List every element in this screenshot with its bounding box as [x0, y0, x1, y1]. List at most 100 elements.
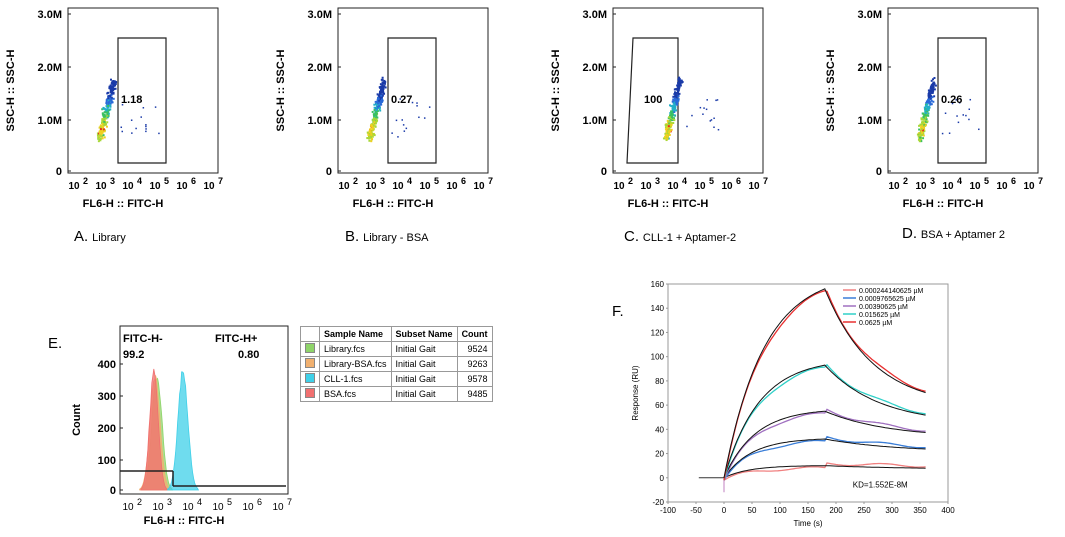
x-tick-label: 400	[941, 506, 955, 515]
gate-percentage: 100	[644, 94, 662, 106]
y-tick-label: 2.0M	[858, 62, 882, 74]
event-dot	[368, 130, 371, 133]
event-dot	[140, 116, 142, 118]
event-dot	[677, 99, 680, 102]
x-tick-exponent: 7	[218, 176, 223, 186]
event-dot	[922, 134, 925, 137]
panel-letter: E.	[48, 335, 62, 352]
event-dot	[366, 131, 369, 134]
event-dot	[106, 103, 109, 106]
event-dot	[158, 132, 160, 135]
event-dot	[104, 123, 107, 126]
y-tick-label: 3.0M	[38, 9, 62, 21]
x-tick-exponent: 3	[655, 176, 660, 186]
kd-annotation: KD=1.552E-8M	[853, 480, 908, 489]
event-dot	[713, 126, 715, 129]
event-dot	[710, 119, 713, 121]
event-dot	[371, 124, 374, 127]
event-dot	[102, 107, 105, 110]
event-dot	[926, 120, 929, 123]
event-dot	[691, 114, 693, 117]
event-dot	[375, 114, 378, 117]
x-tick-base: 10	[149, 181, 161, 192]
event-dot	[670, 117, 673, 120]
event-dot	[925, 112, 928, 115]
event-dot	[142, 107, 145, 109]
event-dot	[379, 100, 382, 103]
y-tick-label: 200	[98, 423, 116, 435]
y-tick-label: 2.0M	[583, 62, 607, 74]
event-dot	[932, 85, 935, 88]
event-dot	[673, 99, 676, 102]
event-dot	[930, 99, 933, 102]
x-tick-exponent: 2	[137, 497, 142, 507]
event-dot	[373, 103, 376, 106]
event-dot	[927, 112, 930, 115]
y-tick-label: 1.0M	[308, 115, 332, 127]
event-dot	[101, 113, 104, 116]
header-sample-name: Sample Name	[319, 326, 392, 342]
event-dot	[941, 132, 944, 135]
plot-frame	[67, 7, 219, 174]
event-dot	[673, 104, 676, 107]
x-tick-exponent: 7	[287, 497, 292, 507]
event-dot	[101, 137, 104, 140]
event-dot	[930, 103, 933, 106]
gate-polygon	[117, 37, 167, 164]
event-dot	[375, 103, 378, 106]
y-axis-label: SSC-H :: SSC-H	[5, 50, 17, 132]
event-dot	[717, 128, 720, 131]
y-tick-label: 60	[655, 401, 664, 410]
legend-label: 0.0625 µM	[859, 320, 892, 327]
x-tick-exponent: 7	[763, 176, 768, 186]
y-tick-label: 20	[655, 450, 664, 459]
event-dot	[921, 122, 924, 125]
event-dot	[367, 137, 370, 140]
event-dot	[928, 106, 931, 109]
event-dot	[920, 131, 923, 134]
event-dot	[110, 82, 113, 85]
event-dot	[101, 121, 104, 124]
event-dot	[371, 119, 374, 122]
y-tick-label: 100	[98, 455, 116, 467]
event-dot	[916, 133, 919, 136]
sample-name: BSA.fcs	[319, 386, 392, 402]
event-dot	[965, 114, 967, 117]
table-row: Library-BSA.fcs Initial Gait 9263	[300, 356, 493, 372]
event-dot	[927, 95, 930, 98]
event-dot	[112, 79, 115, 82]
event-dot	[145, 125, 147, 128]
event-dot	[110, 98, 113, 101]
x-tick-exponent: 5	[984, 176, 989, 186]
event-dot	[383, 79, 386, 82]
event-dot	[109, 108, 112, 111]
event-dot	[926, 110, 929, 113]
event-dot	[98, 126, 101, 129]
event-dot	[924, 106, 927, 109]
header-count: Count	[456, 326, 493, 342]
event-dot	[678, 92, 681, 95]
event-dot	[104, 108, 107, 111]
event-dot	[107, 95, 110, 98]
event-dot	[962, 114, 964, 116]
event-dot	[929, 102, 932, 105]
event-dot	[920, 137, 923, 140]
event-dot	[672, 95, 675, 98]
event-dot	[109, 85, 112, 88]
event-dot	[112, 83, 115, 86]
event-dot	[934, 84, 937, 87]
x-tick-base: 10	[365, 181, 377, 192]
event-dot	[101, 118, 104, 121]
event-dot	[106, 92, 109, 95]
x-axis-label: Time (s)	[793, 519, 822, 528]
x-tick-exponent: 6	[736, 176, 741, 186]
x-tick-base: 10	[122, 502, 134, 513]
event-dot	[381, 84, 384, 87]
event-dot	[709, 120, 712, 122]
event-dot	[383, 82, 386, 85]
event-dot	[109, 84, 112, 87]
event-dot	[110, 94, 113, 97]
event-dot	[676, 84, 679, 87]
